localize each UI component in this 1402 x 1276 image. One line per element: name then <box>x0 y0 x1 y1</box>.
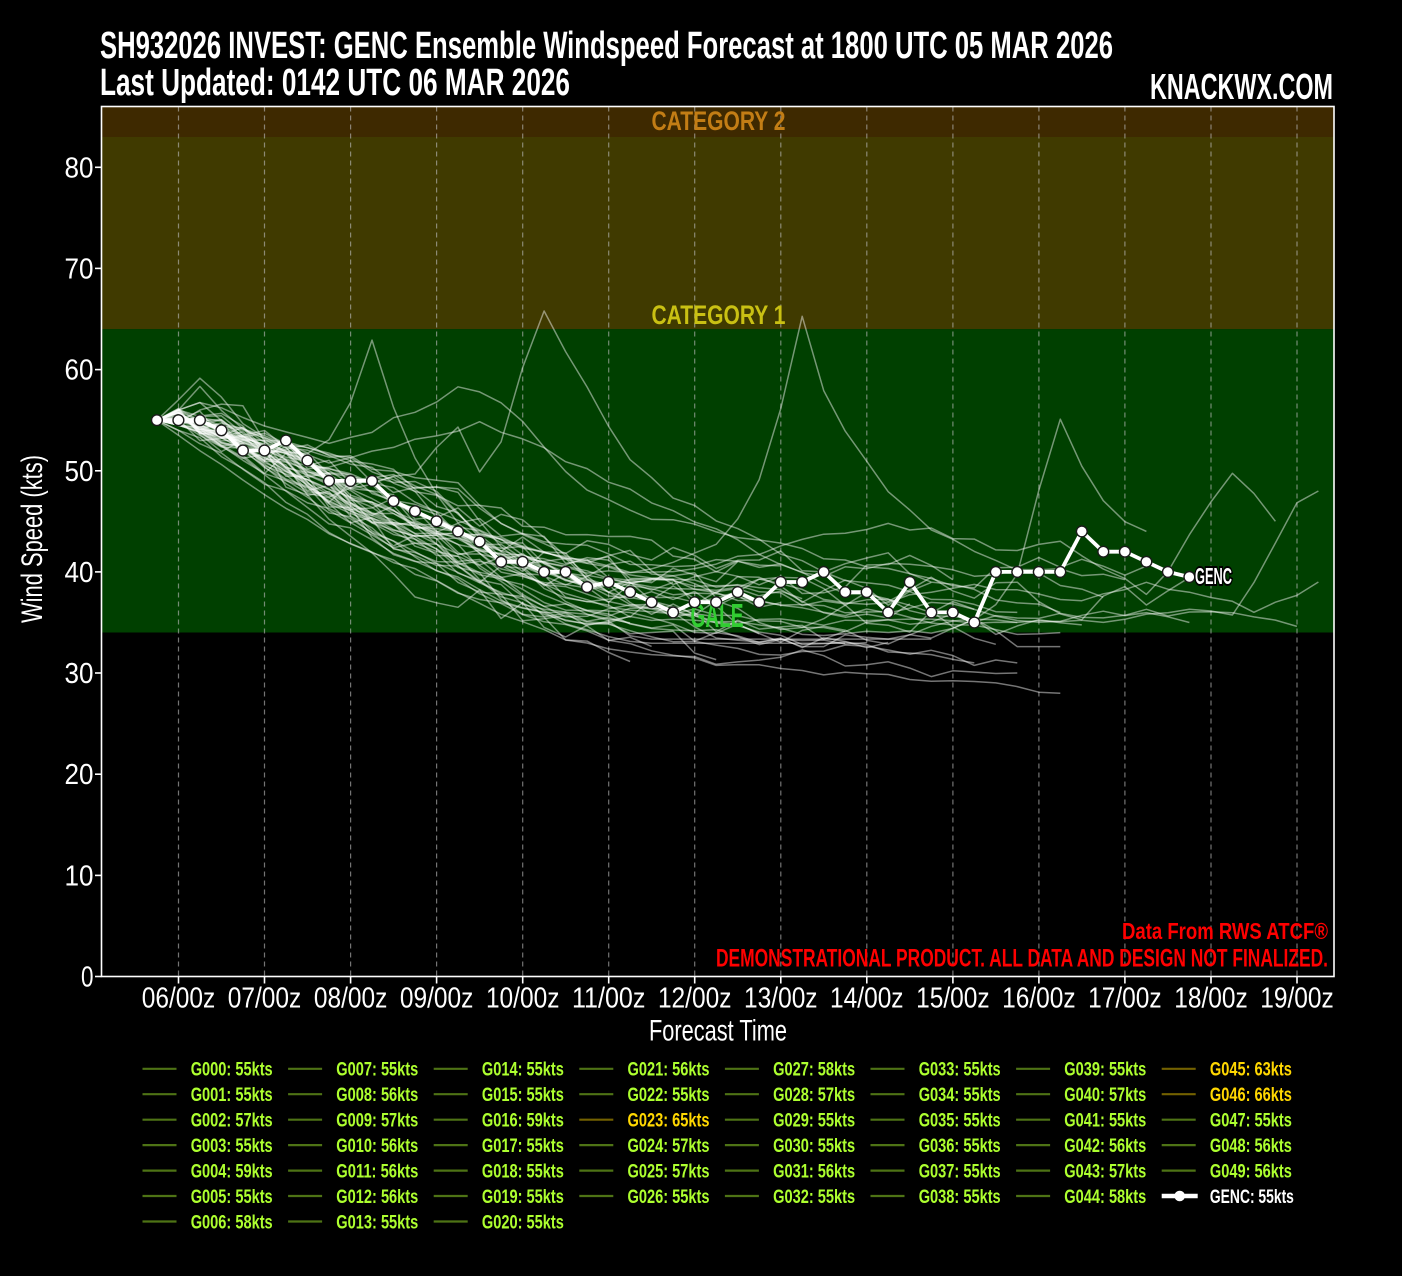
svg-text:G017: 55kts: G017: 55kts <box>482 1135 564 1157</box>
svg-text:G009: 57kts: G009: 57kts <box>336 1110 418 1132</box>
svg-text:20: 20 <box>65 759 94 791</box>
svg-text:GENC: 55kts: GENC: 55kts <box>1210 1186 1294 1208</box>
svg-text:08/00z: 08/00z <box>314 983 388 1015</box>
svg-text:G041: 55kts: G041: 55kts <box>1064 1110 1146 1132</box>
svg-text:G028: 57kts: G028: 57kts <box>773 1084 855 1106</box>
svg-text:G006: 58kts: G006: 58kts <box>191 1211 273 1233</box>
svg-text:G015: 55kts: G015: 55kts <box>482 1084 564 1106</box>
svg-text:30: 30 <box>65 658 94 690</box>
svg-text:G002: 57kts: G002: 57kts <box>191 1110 273 1132</box>
svg-text:G001: 55kts: G001: 55kts <box>191 1084 273 1106</box>
svg-text:G011: 56kts: G011: 56kts <box>336 1160 418 1182</box>
svg-text:G036: 55kts: G036: 55kts <box>919 1135 1001 1157</box>
svg-text:50: 50 <box>65 456 94 488</box>
svg-text:G032: 55kts: G032: 55kts <box>773 1186 855 1208</box>
svg-text:G014: 55kts: G014: 55kts <box>482 1059 564 1081</box>
svg-text:17/00z: 17/00z <box>1088 983 1162 1015</box>
svg-text:G033: 55kts: G033: 55kts <box>919 1059 1001 1081</box>
svg-text:G023: 65kts: G023: 65kts <box>628 1110 710 1132</box>
svg-text:Data From RWS ATCF®: Data From RWS ATCF® <box>1122 918 1328 944</box>
svg-text:10: 10 <box>65 860 94 892</box>
svg-text:G027: 58kts: G027: 58kts <box>773 1059 855 1081</box>
svg-text:G044: 58kts: G044: 58kts <box>1064 1186 1146 1208</box>
svg-text:G042: 56kts: G042: 56kts <box>1064 1135 1146 1157</box>
svg-text:Wind Speed (kts): Wind Speed (kts) <box>16 455 49 623</box>
svg-text:G025: 57kts: G025: 57kts <box>628 1160 710 1182</box>
svg-text:G039: 55kts: G039: 55kts <box>1064 1059 1146 1081</box>
svg-text:G018: 55kts: G018: 55kts <box>482 1160 564 1182</box>
svg-text:15/00z: 15/00z <box>916 983 990 1015</box>
svg-text:40: 40 <box>65 557 94 589</box>
svg-text:G037: 55kts: G037: 55kts <box>919 1160 1001 1182</box>
svg-text:G043: 57kts: G043: 57kts <box>1064 1160 1146 1182</box>
svg-text:KNACKWX.COM: KNACKWX.COM <box>1150 66 1333 107</box>
svg-text:G048: 56kts: G048: 56kts <box>1210 1135 1292 1157</box>
svg-text:DEMONSTRATIONAL PRODUCT. ALL D: DEMONSTRATIONAL PRODUCT. ALL DATA AND DE… <box>716 945 1328 973</box>
svg-text:G047: 55kts: G047: 55kts <box>1210 1110 1292 1132</box>
svg-text:G013: 55kts: G013: 55kts <box>336 1211 418 1233</box>
svg-text:CATEGORY 2: CATEGORY 2 <box>652 106 786 136</box>
svg-text:G046: 66kts: G046: 66kts <box>1210 1084 1292 1106</box>
svg-text:16/00z: 16/00z <box>1002 983 1076 1015</box>
svg-text:Last Updated: 0142 UTC 06 MAR: Last Updated: 0142 UTC 06 MAR 2026 <box>100 62 570 104</box>
svg-text:G000: 55kts: G000: 55kts <box>191 1059 273 1081</box>
svg-text:G019: 55kts: G019: 55kts <box>482 1186 564 1208</box>
svg-text:10/00z: 10/00z <box>486 983 560 1015</box>
svg-text:G007: 55kts: G007: 55kts <box>336 1059 418 1081</box>
svg-text:19/00z: 19/00z <box>1260 983 1334 1015</box>
svg-text:12/00z: 12/00z <box>658 983 732 1015</box>
svg-text:G030: 55kts: G030: 55kts <box>773 1135 855 1157</box>
svg-text:09/00z: 09/00z <box>400 983 474 1015</box>
svg-text:G040: 57kts: G040: 57kts <box>1064 1084 1146 1106</box>
svg-text:G005: 55kts: G005: 55kts <box>191 1186 273 1208</box>
svg-text:G010: 56kts: G010: 56kts <box>336 1135 418 1157</box>
svg-text:G034: 55kts: G034: 55kts <box>919 1084 1001 1106</box>
svg-text:CATEGORY 1: CATEGORY 1 <box>652 300 786 330</box>
svg-text:G031: 56kts: G031: 56kts <box>773 1160 855 1182</box>
svg-text:G004: 59kts: G004: 59kts <box>191 1160 273 1182</box>
svg-text:80: 80 <box>65 152 94 184</box>
svg-text:18/00z: 18/00z <box>1174 983 1248 1015</box>
svg-text:G035: 55kts: G035: 55kts <box>919 1110 1001 1132</box>
svg-text:11/00z: 11/00z <box>572 983 646 1015</box>
svg-text:G026: 55kts: G026: 55kts <box>628 1186 710 1208</box>
svg-text:G012: 56kts: G012: 56kts <box>336 1186 418 1208</box>
svg-text:G024: 57kts: G024: 57kts <box>628 1135 710 1157</box>
svg-text:G038: 55kts: G038: 55kts <box>919 1186 1001 1208</box>
svg-text:G049: 56kts: G049: 56kts <box>1210 1160 1292 1182</box>
svg-text:60: 60 <box>65 355 94 387</box>
svg-text:G029: 55kts: G029: 55kts <box>773 1110 855 1132</box>
svg-text:07/00z: 07/00z <box>228 983 302 1015</box>
svg-text:G020: 55kts: G020: 55kts <box>482 1211 564 1233</box>
svg-text:G016: 59kts: G016: 59kts <box>482 1110 564 1132</box>
svg-text:G003: 55kts: G003: 55kts <box>191 1135 273 1157</box>
svg-text:13/00z: 13/00z <box>744 983 818 1015</box>
svg-text:06/00z: 06/00z <box>142 983 216 1015</box>
svg-text:0: 0 <box>81 962 94 994</box>
svg-text:70: 70 <box>65 253 94 285</box>
svg-text:G008: 56kts: G008: 56kts <box>336 1084 418 1106</box>
svg-text:G021: 56kts: G021: 56kts <box>628 1059 710 1081</box>
svg-text:G045: 63kts: G045: 63kts <box>1210 1059 1292 1081</box>
svg-text:14/00z: 14/00z <box>830 983 904 1015</box>
svg-text:Forecast Time: Forecast Time <box>649 1015 787 1048</box>
svg-text:SH932026 INVEST: GENC Ensemble: SH932026 INVEST: GENC Ensemble Windspeed… <box>100 25 1113 67</box>
svg-text:GENC: GENC <box>1195 563 1232 589</box>
svg-text:G022: 55kts: G022: 55kts <box>628 1084 710 1106</box>
